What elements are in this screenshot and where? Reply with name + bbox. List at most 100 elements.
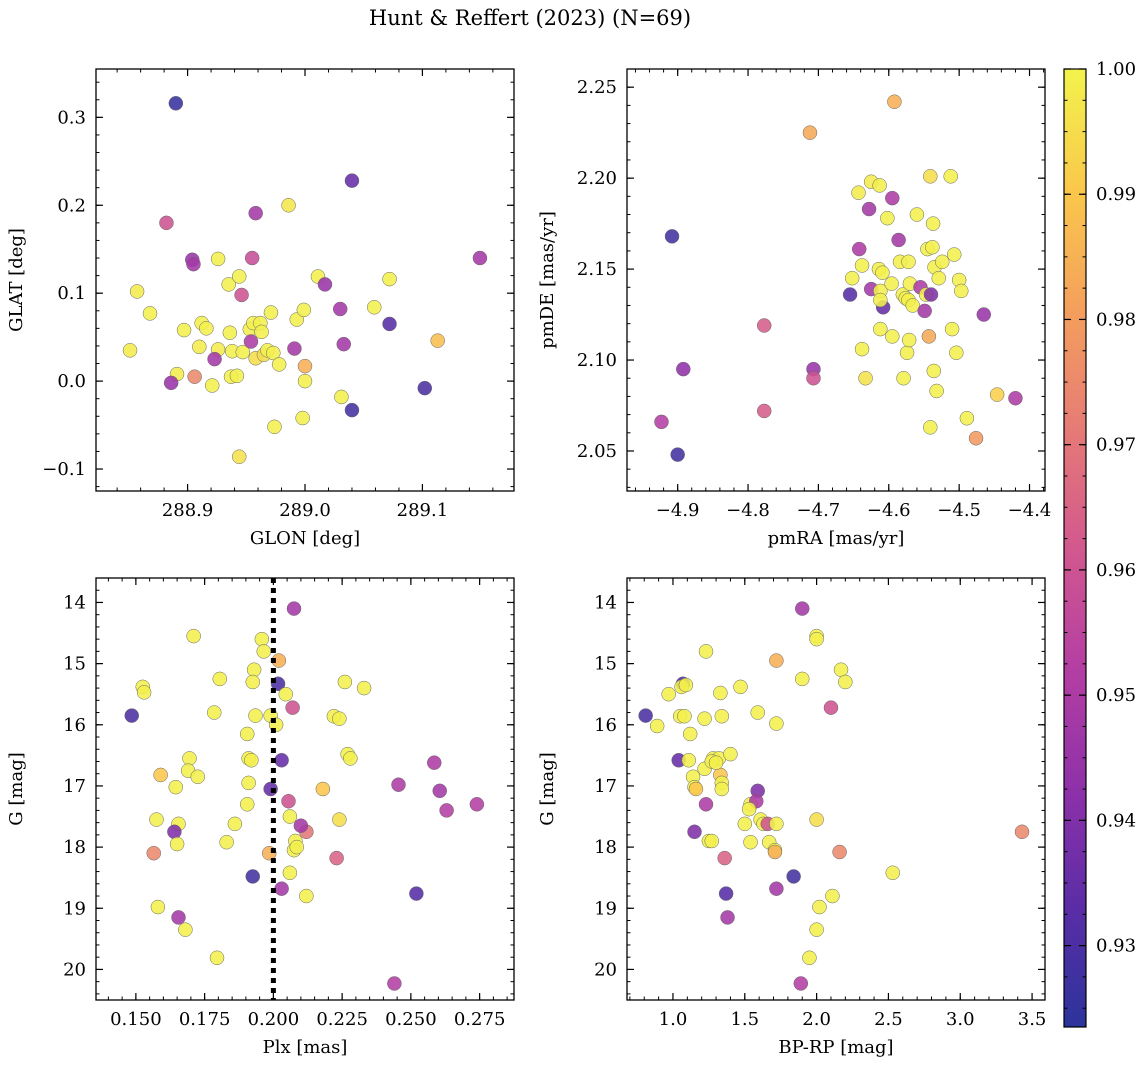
y-tick-label: 2.20	[577, 168, 617, 189]
figure-title: Hunt & Reffert (2023) (N=69)	[368, 6, 692, 30]
panel-plx-g: 0.150 0.175 0.200 0.225 0.250 0.275 14 15 16 17 18…	[6, 577, 515, 1058]
data-point	[209, 950, 225, 966]
x-tick-label: 0.225	[316, 1009, 368, 1030]
data-point	[806, 370, 821, 386]
data-point	[697, 711, 712, 726]
y-tick-label: 14	[594, 592, 617, 613]
data-point	[469, 797, 485, 812]
y-tick-label: 17	[63, 776, 86, 797]
data-point	[858, 370, 873, 386]
x-axis-label: Plx [mas]	[263, 1037, 348, 1058]
data-point	[274, 881, 289, 896]
data-point	[186, 628, 201, 644]
data-point	[678, 677, 694, 693]
data-point	[192, 339, 207, 355]
y-tick-label: 16	[63, 715, 86, 736]
x-tick-label: 3.0	[946, 1009, 975, 1030]
x-tick-label: 2.5	[874, 1009, 903, 1030]
data-point	[946, 247, 962, 262]
data-point	[833, 662, 849, 677]
data-point	[439, 803, 454, 818]
x-axis-label: BP-RP [mag]	[778, 1037, 893, 1058]
data-point	[297, 358, 313, 374]
data-point	[153, 767, 168, 783]
data-point	[677, 708, 692, 724]
data-point	[921, 329, 937, 344]
data-point	[129, 284, 145, 299]
data-point	[743, 834, 758, 850]
data-point	[733, 679, 748, 695]
data-point	[885, 190, 900, 206]
data-point	[741, 801, 757, 817]
colorbar-tick-label: 0.95	[1096, 685, 1136, 706]
x-tick-label: 2.0	[802, 1009, 831, 1030]
data-point	[720, 910, 735, 925]
data-point	[382, 271, 397, 287]
data-point	[786, 869, 801, 884]
data-point	[204, 378, 220, 393]
data-point	[884, 276, 899, 291]
data-point	[682, 726, 698, 742]
data-point	[917, 303, 932, 319]
y-tick-label: 2.25	[577, 77, 617, 98]
x-tick-label: 1.0	[659, 1009, 688, 1030]
scatter-points	[124, 601, 485, 991]
data-point	[222, 325, 238, 340]
data-point	[704, 833, 719, 849]
data-point	[885, 329, 900, 344]
data-point	[750, 705, 765, 720]
data-point	[244, 753, 259, 768]
data-point	[289, 839, 304, 855]
data-point	[802, 125, 818, 140]
data-point	[861, 201, 877, 217]
data-point	[899, 345, 915, 361]
data-point	[146, 845, 161, 861]
data-point	[367, 300, 382, 315]
data-point	[207, 705, 222, 720]
x-tick-label: −4.8	[726, 500, 770, 521]
panel-bprp-g: 1.0 1.5 2.0 2.5 3.0 3.5 14 15 16 17 18 19 20 BP-RP [m…	[537, 577, 1046, 1058]
data-point	[717, 850, 732, 866]
data-point	[891, 232, 906, 248]
y-axis-label: pmDE [mas/yr]	[537, 211, 558, 349]
axes-frame	[95, 577, 515, 1001]
axes-frame	[626, 577, 1046, 1001]
data-point	[417, 380, 433, 396]
y-tick-label: 18	[594, 837, 617, 858]
x-tick-label: −4.4	[1008, 500, 1052, 521]
data-point	[708, 755, 724, 770]
x-tick-label: 0.175	[179, 1009, 231, 1030]
data-point	[266, 345, 281, 361]
data-point	[169, 836, 185, 852]
data-point	[244, 250, 260, 266]
data-point	[344, 402, 360, 418]
data-point	[248, 205, 263, 221]
data-point	[661, 686, 676, 702]
data-point	[687, 824, 702, 840]
data-point	[872, 178, 887, 193]
data-point	[282, 865, 298, 881]
data-point	[714, 781, 730, 797]
data-point	[168, 779, 183, 795]
data-point	[387, 976, 402, 991]
data-point	[959, 410, 975, 426]
data-point	[923, 420, 938, 435]
colorbar-tick-label: 0.99	[1096, 184, 1136, 205]
data-point	[243, 334, 259, 349]
data-point	[698, 797, 714, 812]
x-tick-label: 0.200	[248, 1009, 300, 1030]
data-point	[163, 375, 179, 391]
data-point	[427, 755, 442, 770]
x-tick-label: 0.275	[454, 1009, 506, 1030]
data-point	[698, 644, 714, 659]
panel-pmra-pmde: −4.9 −4.8 −4.7 −4.6 −4.5 −4.4 2.05 2.10 2.15 2.20…	[537, 68, 1052, 549]
data-point	[299, 888, 314, 904]
data-point	[332, 301, 348, 317]
x-axis-label: pmRA [mas/yr]	[768, 528, 905, 549]
data-point	[281, 793, 296, 809]
colorbar-tick-label: 0.93	[1096, 936, 1136, 957]
data-point	[925, 216, 941, 231]
data-point	[295, 410, 310, 426]
y-axis-label: GLAT [deg]	[6, 228, 27, 332]
